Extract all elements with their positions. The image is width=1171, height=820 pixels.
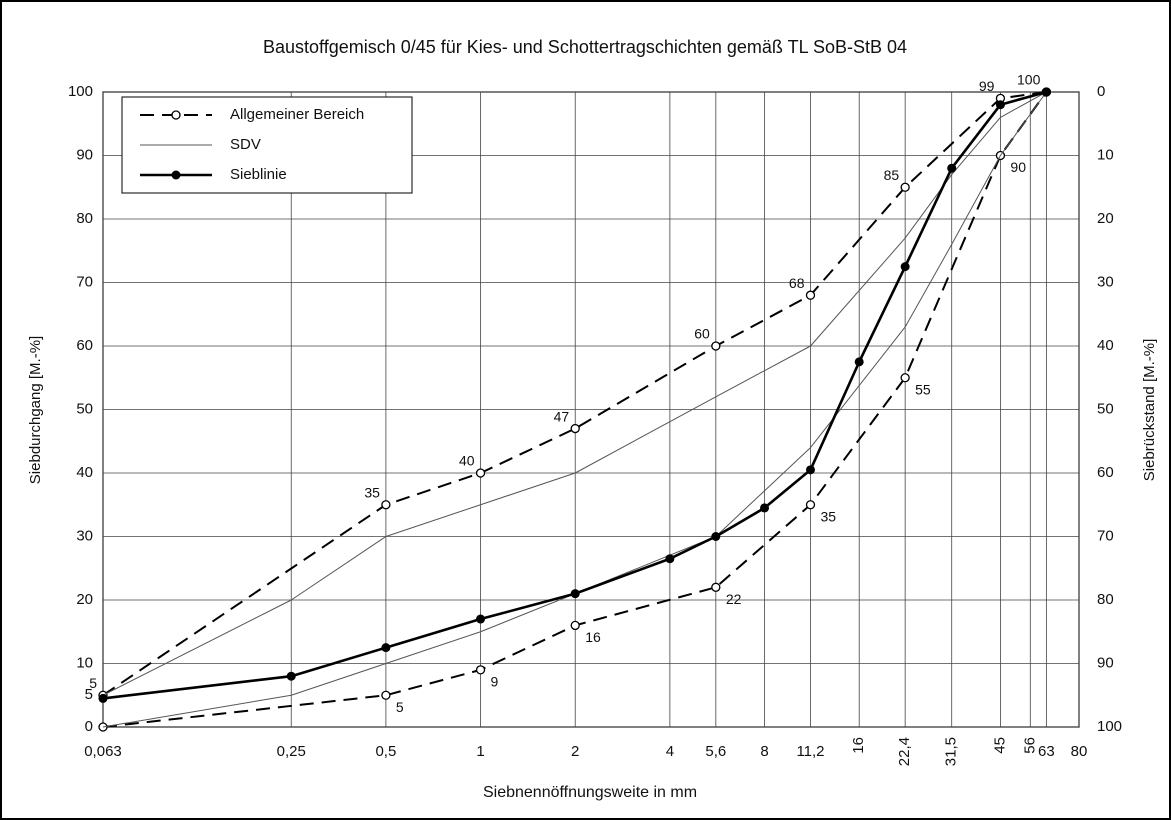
marker — [805, 465, 815, 475]
marker — [711, 341, 721, 351]
data-label: 35 — [820, 508, 836, 524]
data-label: 9 — [491, 674, 499, 690]
y-tick-label: 30 — [76, 527, 93, 544]
marker — [570, 423, 580, 434]
y2-tick-label: 90 — [1097, 654, 1114, 671]
data-label: 40 — [459, 453, 475, 469]
marker — [381, 500, 391, 510]
y-tick-label: 50 — [76, 400, 93, 417]
marker — [947, 163, 957, 173]
y-tick-label: 5 — [85, 686, 93, 703]
x-tick-label: 8 — [760, 743, 768, 760]
data-label: 16 — [585, 629, 601, 645]
x-tick-label: 0,063 — [84, 743, 122, 760]
marker — [900, 182, 910, 192]
x-axis-label: Siebnennöffnungsweite in mm — [483, 784, 697, 801]
y2-tick-label: 0 — [1097, 83, 1105, 100]
marker — [475, 665, 486, 675]
marker — [665, 554, 675, 564]
marker — [1041, 87, 1051, 97]
y2-tick-label: 30 — [1097, 273, 1114, 290]
x-tick-label: 2 — [571, 743, 579, 760]
chart-title: Baustoffgemisch 0/45 für Kies- und Schot… — [263, 37, 907, 57]
legend-label: Allgemeiner Bereich — [230, 106, 364, 123]
data-label: 100 — [1017, 72, 1041, 88]
y-tick-label: 70 — [76, 273, 93, 290]
marker — [900, 373, 910, 383]
x-tick-label: 22,4 — [896, 737, 913, 766]
marker — [711, 582, 721, 592]
y2-tick-label: 50 — [1097, 400, 1114, 417]
marker — [805, 290, 816, 300]
y2-tick-label: 60 — [1097, 464, 1114, 481]
data-label: 85 — [884, 167, 900, 183]
y2-tick-label: 70 — [1097, 527, 1114, 544]
x-tick-label: 0,5 — [375, 743, 396, 760]
marker — [570, 620, 580, 631]
y2-tick-label: 20 — [1097, 210, 1114, 227]
data-label: 68 — [789, 275, 805, 291]
marker — [805, 500, 816, 510]
data-label: 60 — [694, 326, 710, 342]
x-tick-label: 5,6 — [705, 743, 726, 760]
x-tick-label: 80 — [1071, 743, 1088, 760]
marker — [381, 690, 391, 700]
marker — [711, 532, 721, 541]
marker — [286, 671, 296, 681]
data-label: 55 — [915, 381, 931, 397]
marker — [475, 468, 486, 478]
data-label: 5 — [396, 699, 404, 715]
y-tick-label: 60 — [76, 337, 93, 354]
x-tick-label: 45 — [991, 737, 1008, 754]
series-line — [102, 91, 1048, 728]
data-label: 90 — [1010, 159, 1026, 175]
y2-tick-label: 80 — [1097, 591, 1114, 608]
y-tick-label: 100 — [68, 83, 93, 100]
x-tick-label: 16 — [850, 737, 867, 754]
y-axis-label: Siebdurchgang [M.-%] — [27, 336, 44, 484]
data-label: 5 — [89, 675, 97, 691]
legend-label: SDV — [230, 136, 261, 153]
data-label: 47 — [554, 408, 570, 424]
y-tick-label: 80 — [76, 210, 93, 227]
x-tick-label: 0,25 — [277, 743, 306, 760]
x-tick-label: 11,2 — [796, 743, 824, 760]
marker — [98, 693, 108, 703]
marker — [570, 589, 580, 599]
x-tick-label: 56 — [1021, 737, 1038, 754]
y-tick-label: 40 — [76, 464, 93, 481]
series-line — [102, 91, 1047, 696]
x-tick-label: 4 — [666, 743, 674, 760]
marker — [760, 503, 770, 513]
y-tick-label: 20 — [76, 591, 93, 608]
x-tick-label: 63 — [1038, 743, 1055, 760]
y-tick-label: 90 — [76, 146, 93, 163]
y-tick-label: 10 — [76, 654, 93, 671]
legend-label: Sieblinie — [230, 166, 287, 183]
y-tick-label: 0 — [85, 718, 93, 735]
y2-tick-label: 100 — [1097, 718, 1122, 735]
marker — [476, 614, 486, 624]
data-label: 99 — [979, 78, 995, 94]
marker — [995, 100, 1005, 110]
x-tick-label: 1 — [476, 743, 484, 760]
marker — [381, 643, 391, 653]
y2-axis-label: Siebrückstand [M.-%] — [1141, 339, 1158, 482]
y2-tick-label: 40 — [1097, 337, 1114, 354]
marker — [171, 170, 181, 180]
marker — [171, 110, 181, 120]
marker — [854, 357, 864, 367]
y2-tick-label: 10 — [1097, 146, 1114, 163]
series-line — [102, 90, 1047, 700]
x-tick-label: 31,5 — [943, 737, 960, 766]
marker — [900, 262, 910, 272]
data-label: 22 — [726, 591, 742, 607]
data-label: 35 — [364, 484, 380, 500]
